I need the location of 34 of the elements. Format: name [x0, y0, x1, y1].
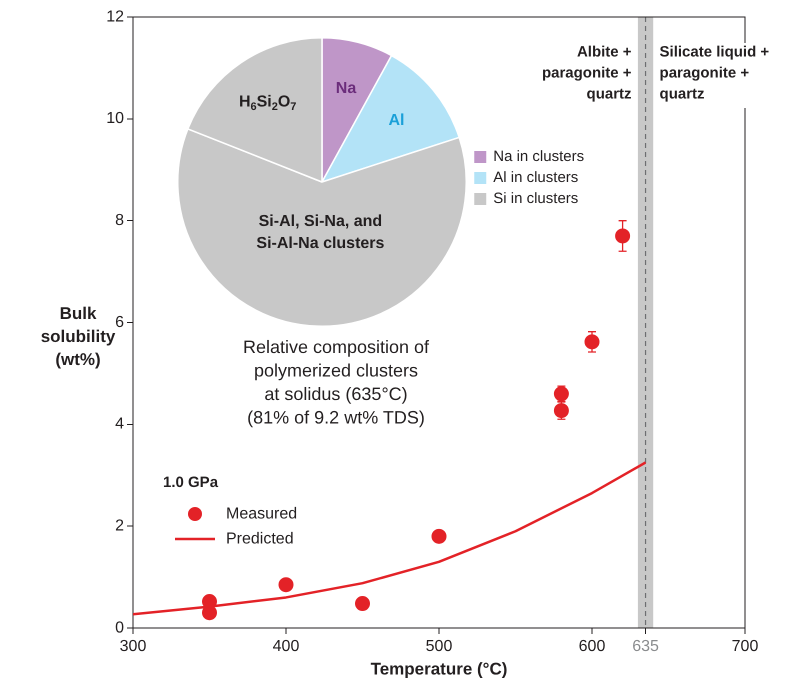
y-tick-label: 12 [106, 8, 124, 26]
legend-title: 1.0 GPa [163, 474, 219, 492]
point [355, 596, 370, 612]
y-tick-label: 4 [115, 416, 124, 433]
x-axis-title: Temperature (°C) [370, 659, 508, 678]
legend-label: Measured [226, 505, 298, 522]
point [554, 403, 569, 418]
y-tick-label: 8 [115, 212, 124, 230]
y-axis-title: Bulk solubility (wt%) [40, 304, 116, 370]
x-tick-label: 400 [272, 638, 300, 656]
y-tick-label: 0 [115, 619, 124, 636]
slice-label: Na [336, 80, 356, 97]
x-tick-label: 500 [426, 638, 452, 656]
x-tick-label: 600 [578, 638, 606, 656]
point [432, 528, 446, 544]
y-tick-label: 10 [106, 110, 124, 128]
annotation: Al in clusters [493, 169, 578, 186]
point [554, 386, 569, 402]
y-tick-label: 6 [115, 314, 124, 331]
annotation: Albite + paragonite + quartz [542, 44, 632, 103]
annotation: Na in clusters [493, 148, 584, 166]
x-tick-label: 700 [732, 638, 758, 656]
annotation: Si in clusters [493, 190, 578, 208]
point [202, 605, 217, 620]
point [584, 334, 600, 350]
annotation: Silicate liquid + paragonite + quartz [660, 44, 770, 103]
slice-label: Al [388, 112, 404, 129]
y-tick-label: 2 [115, 518, 124, 535]
point [278, 577, 294, 592]
x-tick-label: 300 [120, 638, 146, 656]
x-tick-label: 635 [632, 638, 659, 656]
annotation: Relative composition of polymerized clusters at solidus (635°C) (81% of 9.2 wt% TDS) [242, 337, 430, 428]
slice-label: Si-Al, Si-Na, and Si-Al-Na clusters [256, 212, 385, 252]
legend-label: Predicted [226, 530, 294, 548]
